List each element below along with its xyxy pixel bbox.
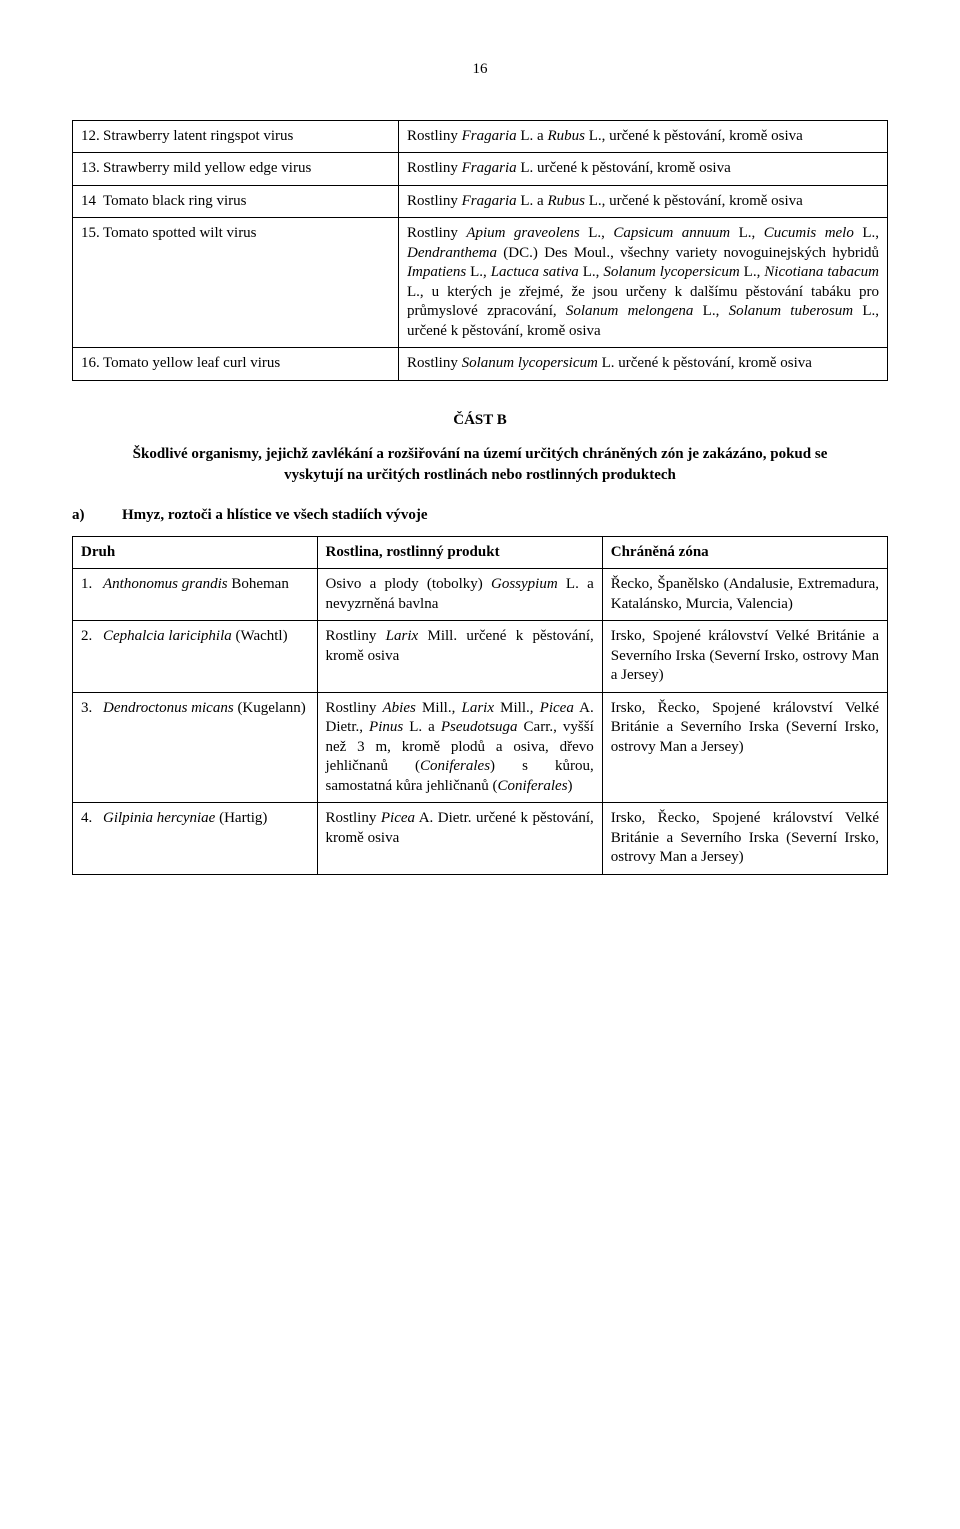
- list-letter: a): [72, 506, 122, 526]
- table-a: 12.Strawberry latent ringspot virusRostl…: [72, 120, 888, 381]
- species-cell: 2.Cephalcia lariciphila (Wachtl): [73, 621, 318, 693]
- zone-cell: Irsko, Řecko, Spojené království Velké B…: [602, 692, 887, 803]
- table-row: 16.Tomato yellow leaf curl virusRostliny…: [73, 348, 888, 381]
- species-cell: 13.Strawberry mild yellow edge virus: [73, 153, 399, 186]
- table-row: 3.Dendroctonus micans (Kugelann)Rostliny…: [73, 692, 888, 803]
- zone-cell: Irsko, Řecko, Spojené království Velké B…: [602, 803, 887, 875]
- description-cell: Rostliny Fragaria L. a Rubus L., určené …: [399, 120, 888, 153]
- table-row: 2.Cephalcia lariciphila (Wachtl)Rostliny…: [73, 621, 888, 693]
- table-row: 15.Tomato spotted wilt virusRostliny Api…: [73, 218, 888, 348]
- list-heading: a) Hmyz, roztoči a hlístice ve všech sta…: [72, 506, 888, 526]
- zone-cell: Irsko, Spojené království Velké Británie…: [602, 621, 887, 693]
- part-b-desc: Škodlivé organismy, jejichž zavlékání a …: [112, 444, 848, 486]
- species-cell: 4.Gilpinia hercyniae (Hartig): [73, 803, 318, 875]
- list-title: Hmyz, roztoči a hlístice ve všech stadií…: [122, 506, 428, 526]
- column-header: Rostlina, rostlinný produkt: [317, 536, 602, 569]
- plant-cell: Rostliny Abies Mill., Larix Mill., Picea…: [317, 692, 602, 803]
- table-header-row: DruhRostlina, rostlinný produktChráněná …: [73, 536, 888, 569]
- table-row: 13.Strawberry mild yellow edge virusRost…: [73, 153, 888, 186]
- species-cell: 3.Dendroctonus micans (Kugelann): [73, 692, 318, 803]
- table-row: 1.Anthonomus grandis BohemanOsivo a plod…: [73, 569, 888, 621]
- species-cell: 15.Tomato spotted wilt virus: [73, 218, 399, 348]
- table-row: 4.Gilpinia hercyniae (Hartig)Rostliny Pi…: [73, 803, 888, 875]
- description-cell: Rostliny Fragaria L. určené k pěstování,…: [399, 153, 888, 186]
- plant-cell: Osivo a plody (tobolky) Gossypium L. a n…: [317, 569, 602, 621]
- part-b-title: ČÁST B: [72, 411, 888, 431]
- column-header: Chráněná zóna: [602, 536, 887, 569]
- plant-cell: Rostliny Picea A. Dietr. určené k pěstov…: [317, 803, 602, 875]
- description-cell: Rostliny Apium graveolens L., Capsicum a…: [399, 218, 888, 348]
- species-cell: 12.Strawberry latent ringspot virus: [73, 120, 399, 153]
- column-header: Druh: [73, 536, 318, 569]
- species-cell: 1.Anthonomus grandis Boheman: [73, 569, 318, 621]
- plant-cell: Rostliny Larix Mill. určené k pěstování,…: [317, 621, 602, 693]
- table-row: 12.Strawberry latent ringspot virusRostl…: [73, 120, 888, 153]
- species-cell: 16.Tomato yellow leaf curl virus: [73, 348, 399, 381]
- table-row: 14Tomato black ring virusRostliny Fragar…: [73, 185, 888, 218]
- zone-cell: Řecko, Španělsko (Andalusie, Extremadura…: [602, 569, 887, 621]
- page-number: 16: [72, 60, 888, 80]
- description-cell: Rostliny Solanum lycopersicum L. určené …: [399, 348, 888, 381]
- description-cell: Rostliny Fragaria L. a Rubus L., určené …: [399, 185, 888, 218]
- table-b: DruhRostlina, rostlinný produktChráněná …: [72, 536, 888, 875]
- species-cell: 14Tomato black ring virus: [73, 185, 399, 218]
